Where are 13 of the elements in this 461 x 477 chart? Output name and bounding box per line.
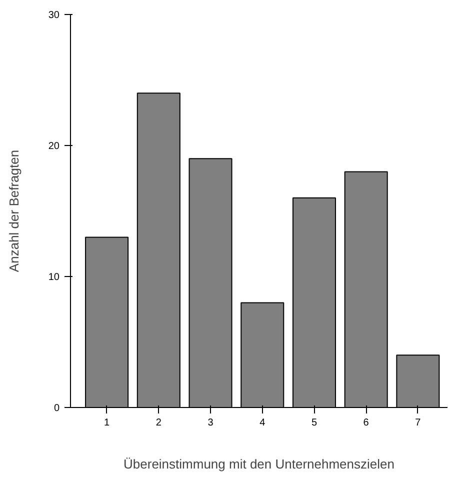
x-tick-label: 4 xyxy=(260,418,266,428)
x-tick-label: 1 xyxy=(104,418,110,428)
y-tick-label: 20 xyxy=(48,141,60,152)
x-tick-label: 2 xyxy=(156,418,162,428)
x-tick-label: 5 xyxy=(311,418,318,428)
y-tick-label: 0 xyxy=(54,403,60,414)
x-axis-title: Übereinstimmung mit den Unternehmenszielen xyxy=(124,456,394,472)
y-tick-label: 10 xyxy=(48,272,60,283)
y-axis-title: Anzahl der Befragten xyxy=(6,150,22,272)
x-tick-label: 3 xyxy=(208,418,214,428)
y-tick-label: 30 xyxy=(48,10,60,21)
x-tick-label: 6 xyxy=(363,418,370,428)
x-tick-label: 7 xyxy=(415,418,422,428)
